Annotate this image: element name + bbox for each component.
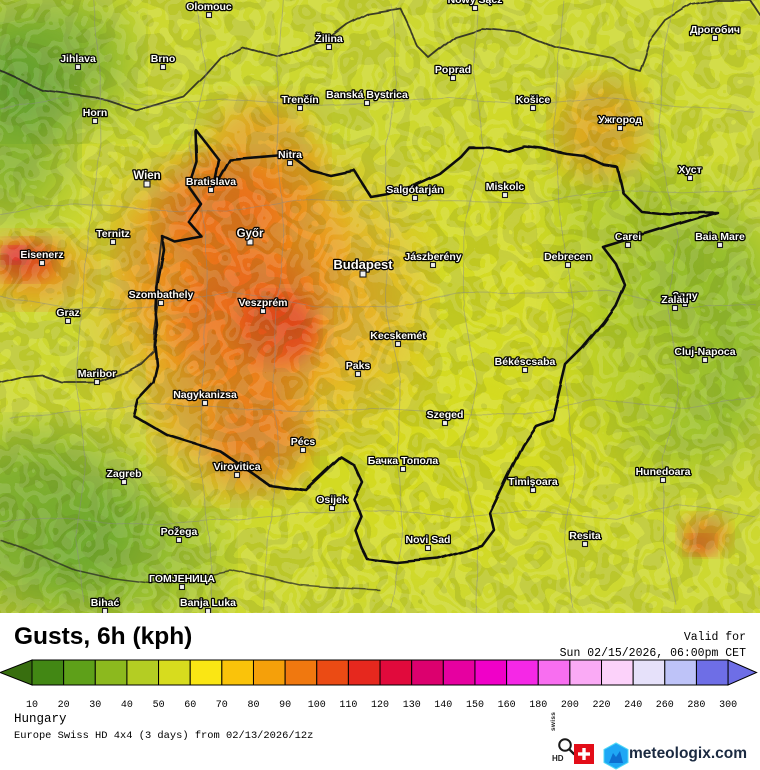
svg-text:60: 60 [184,700,196,711]
svg-text:Jászberény: Jászberény [404,251,461,263]
svg-text:Nagykanizsa: Nagykanizsa [173,389,237,401]
svg-text:Gusts, 6h (kph): Gusts, 6h (kph) [14,623,192,650]
svg-text:Graz: Graz [56,307,79,319]
svg-text:Cluj-Napoca: Cluj-Napoca [674,346,735,358]
svg-text:Salgótarján: Salgótarján [386,184,443,196]
svg-text:ГОМЈЕНИЦА: ГОМЈЕНИЦА [149,573,215,585]
svg-text:Poprad: Poprad [435,64,471,76]
svg-text:Хуст: Хуст [678,164,701,176]
svg-text:200: 200 [561,700,579,711]
svg-text:90: 90 [279,700,291,711]
svg-text:110: 110 [339,700,357,711]
svg-text:30: 30 [89,700,101,711]
svg-text:130: 130 [403,700,421,711]
svg-text:Győr: Győr [237,228,264,240]
svg-text:40: 40 [121,700,133,711]
svg-text:100: 100 [308,700,326,711]
svg-text:Jihlava: Jihlava [60,53,96,65]
svg-text:Paks: Paks [346,360,371,372]
svg-text:Ужгород: Ужгород [598,114,642,126]
svg-text:Žilina: Žilina [315,32,343,45]
svg-text:Дрогобич: Дрогобич [690,24,740,36]
svg-text:Horn: Horn [83,107,108,119]
svg-text:Bratislava: Bratislava [186,176,236,188]
svg-text:240: 240 [624,700,642,711]
svg-text:Virovitica: Virovitica [213,461,260,473]
svg-text:280: 280 [687,700,705,711]
svg-text:Szombathely: Szombathely [129,289,194,301]
svg-text:Carei: Carei [615,231,641,243]
svg-text:220: 220 [592,700,610,711]
svg-text:120: 120 [371,700,389,711]
svg-text:Pécs: Pécs [291,436,316,448]
svg-text:Veszprém: Veszprém [238,297,287,309]
svg-text:Zalău: Zalău [661,294,688,306]
svg-text:Nitra: Nitra [278,149,302,161]
svg-text:20: 20 [58,700,70,711]
svg-text:70: 70 [216,700,228,711]
svg-text:50: 50 [153,700,165,711]
svg-text:Бачка Топола: Бачка Топола [368,455,439,467]
svg-text:Ternitz: Ternitz [96,228,130,240]
svg-text:Trenčín: Trenčín [281,94,318,106]
svg-text:Novi Sad: Novi Sad [406,534,451,546]
svg-text:Miskolc: Miskolc [486,181,525,193]
svg-text:Resita: Resita [569,530,601,542]
svg-text:150: 150 [466,700,484,711]
svg-text:Košice: Košice [516,94,551,106]
svg-text:260: 260 [656,700,674,711]
svg-text:Békéscsaba: Békéscsaba [495,356,556,368]
svg-text:Debrecen: Debrecen [544,251,592,263]
svg-text:Bihać: Bihać [91,597,120,609]
svg-text:10: 10 [26,700,38,711]
svg-text:Maribor: Maribor [78,368,117,380]
svg-text:80: 80 [247,700,259,711]
svg-text:160: 160 [498,700,516,711]
svg-text:Zagreb: Zagreb [106,468,141,480]
svg-text:Szeged: Szeged [427,409,464,421]
svg-text:Kecskemét: Kecskemét [370,330,426,342]
svg-text:140: 140 [434,700,452,711]
svg-text:Baia Mare: Baia Mare [695,231,745,243]
svg-text:Hunedoara: Hunedoara [636,466,691,478]
svg-text:Timişoara: Timişoara [508,476,558,488]
svg-text:180: 180 [529,700,547,711]
svg-text:Budapest: Budapest [333,257,393,272]
svg-text:300: 300 [719,700,737,711]
svg-text:Požega: Požega [161,526,198,538]
svg-text:Osijek: Osijek [316,494,348,506]
svg-text:Wien: Wien [133,170,160,182]
svg-text:Nowy Sącz: Nowy Sącz [448,0,503,6]
svg-text:Eisenerz: Eisenerz [20,249,63,261]
svg-text:Banská Bystrica: Banská Bystrica [326,89,408,101]
svg-text:Olomouc: Olomouc [186,1,232,13]
svg-text:Banja Luka: Banja Luka [180,597,236,609]
svg-text:Brno: Brno [151,53,176,65]
